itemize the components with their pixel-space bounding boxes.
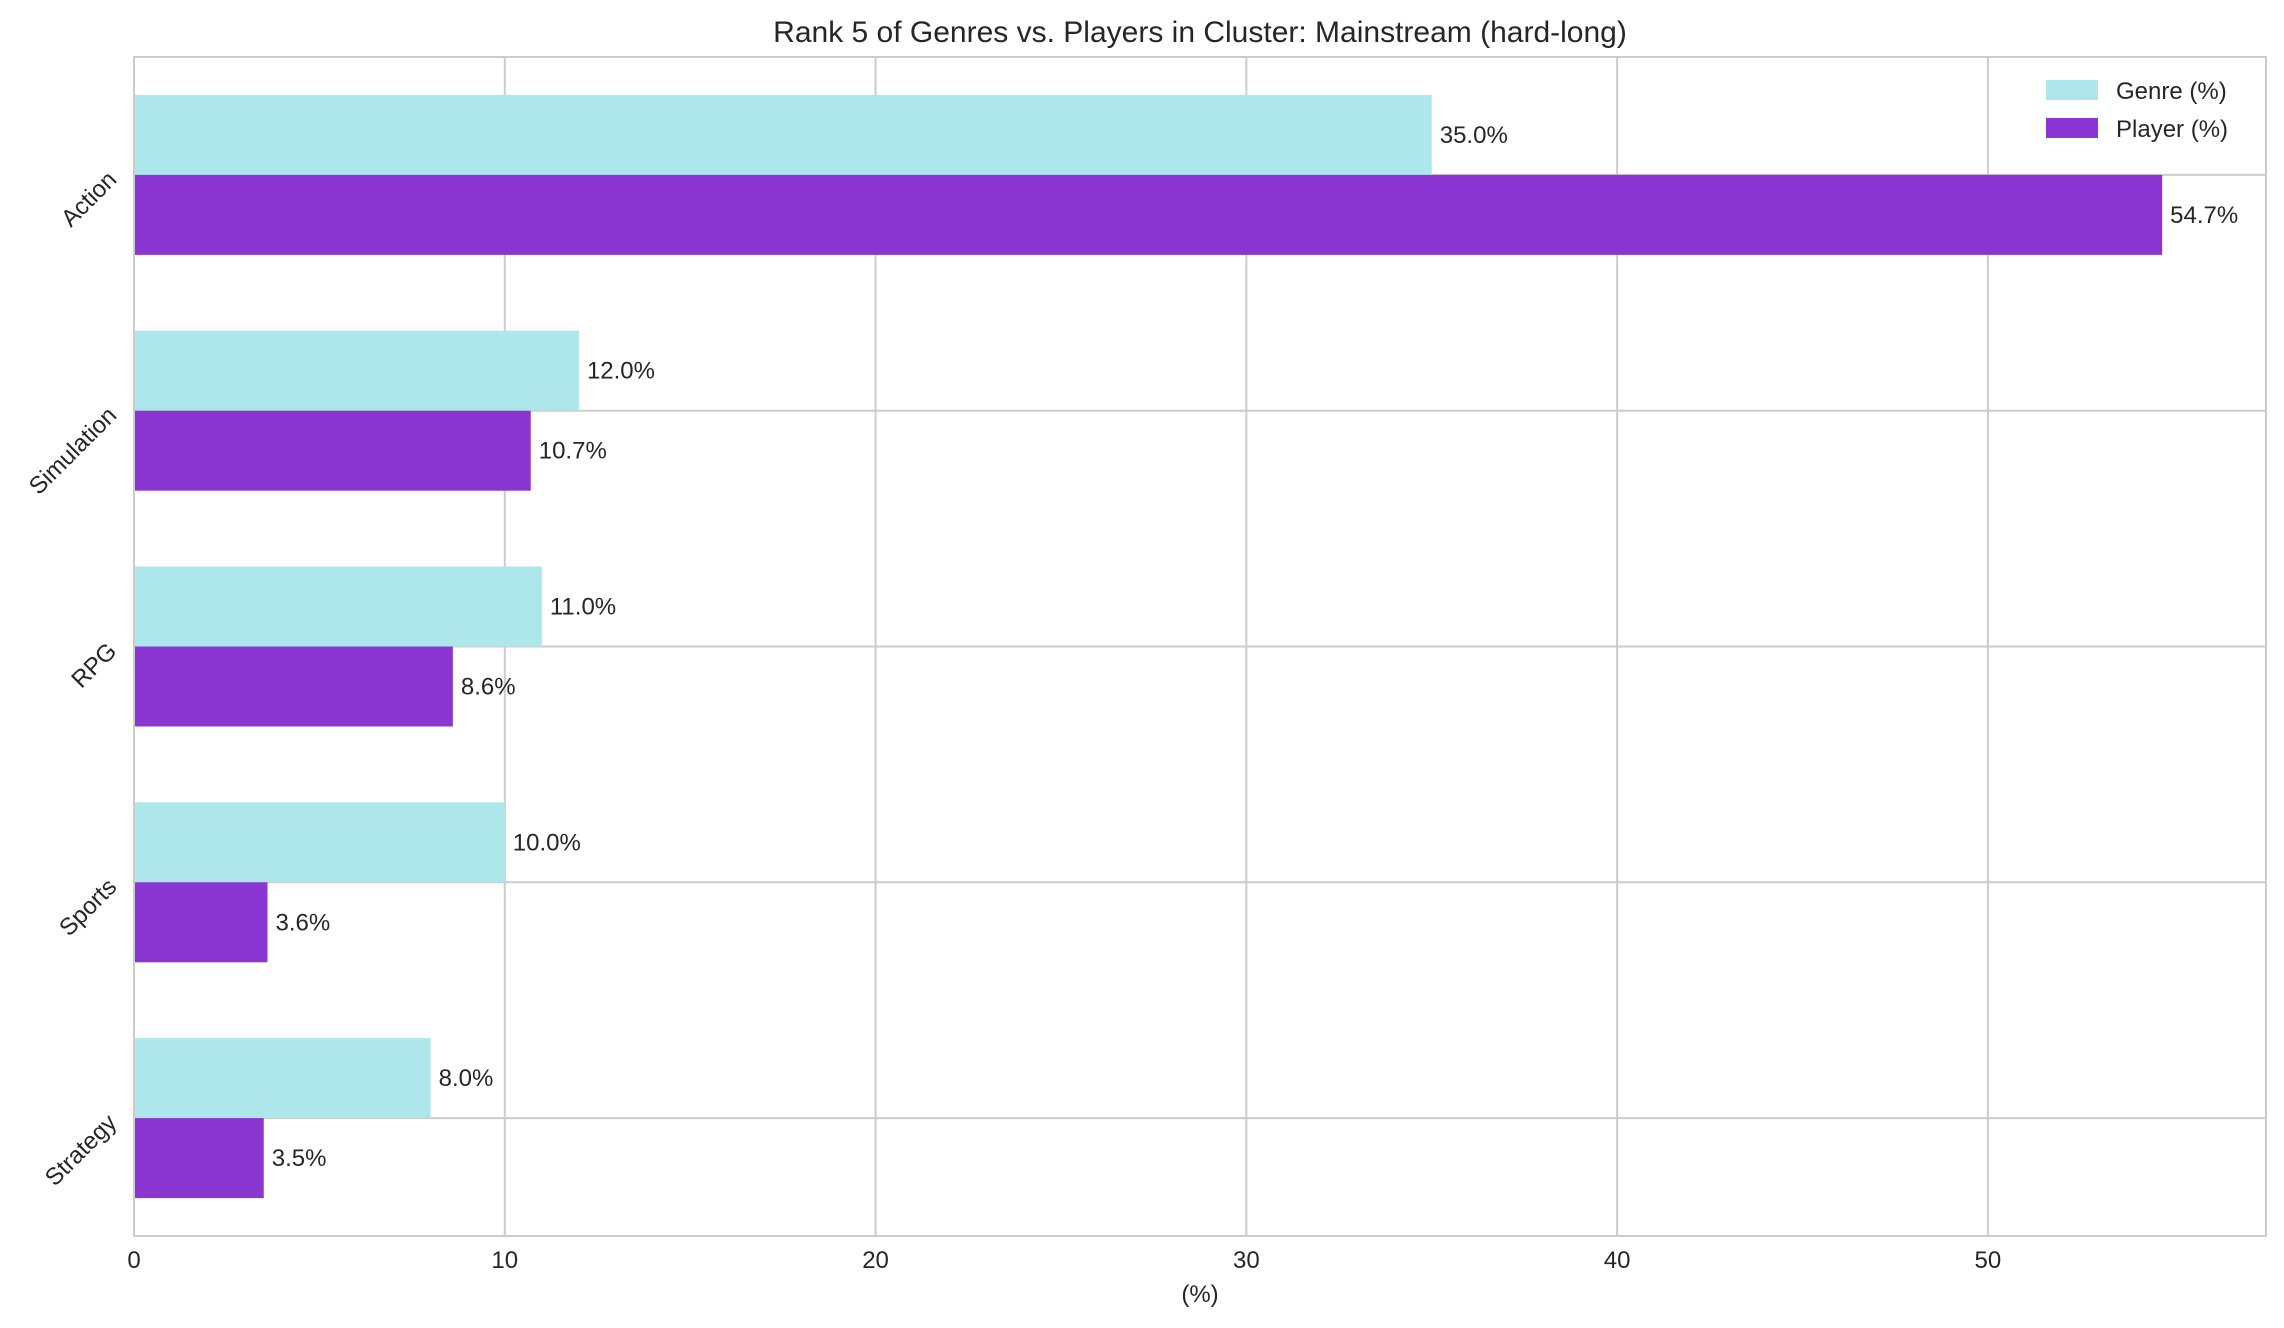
y-tick-label: Strategy (40, 1109, 122, 1191)
x-tick-label: 50 (1975, 1247, 2002, 1274)
bar (134, 802, 505, 883)
x-tick-label: 10 (491, 1247, 518, 1274)
bar (134, 174, 2163, 255)
y-tick-label: Action (56, 166, 122, 232)
bar (134, 330, 579, 411)
plot-frame (133, 56, 2267, 1237)
y-tick-label: Simulation (24, 402, 122, 500)
bar-value-label: 8.6% (461, 674, 516, 701)
bar-value-label: 54.7% (2170, 202, 2238, 229)
bar-value-label: 11.0% (550, 594, 616, 621)
bar (134, 882, 268, 963)
bar-value-label: 10.7% (539, 438, 607, 465)
bar (134, 94, 1432, 175)
bar (134, 646, 453, 727)
legend-swatch (2046, 80, 2098, 100)
legend-label: Player (%) (2116, 116, 2228, 143)
y-tick-label: Sports (54, 873, 122, 941)
bar (134, 1118, 264, 1199)
x-tick-label: 20 (862, 1247, 889, 1274)
legend: Genre (%) Player (%) (2046, 78, 2228, 143)
bar-value-label: 10.0% (513, 829, 581, 856)
bar-value-label: 3.6% (275, 909, 330, 936)
legend-label: Genre (%) (2116, 78, 2227, 105)
bar-value-label: 35.0% (1440, 122, 1508, 149)
x-tick-label: 0 (127, 1247, 140, 1274)
bar (134, 410, 531, 491)
bar (134, 1038, 431, 1119)
x-tick-label: 30 (1233, 1247, 1260, 1274)
legend-swatch (2046, 118, 2098, 138)
bar (134, 566, 542, 647)
bar-value-label: 12.0% (587, 358, 655, 385)
x-tick-label: 40 (1604, 1247, 1631, 1274)
chart-title: Rank 5 of Genres vs. Players in Cluster:… (773, 16, 1627, 49)
y-tick-label: RPG (66, 638, 122, 694)
x-axis-ticks: 0 10 20 30 40 50 (127, 1247, 2001, 1274)
bar-value-label: 8.0% (439, 1065, 494, 1092)
bars (134, 94, 2163, 1199)
data-labels: 35.0% 54.7% 12.0% 10.7% 11.0% 8.6% 10.0% 3.6% 8.… (272, 122, 2238, 1172)
y-axis-ticks: Action Simulation RPG Sports Strategy (24, 166, 122, 1192)
x-axis-label: (%) (1181, 1281, 1218, 1308)
bar-value-label: 3.5% (272, 1145, 327, 1172)
